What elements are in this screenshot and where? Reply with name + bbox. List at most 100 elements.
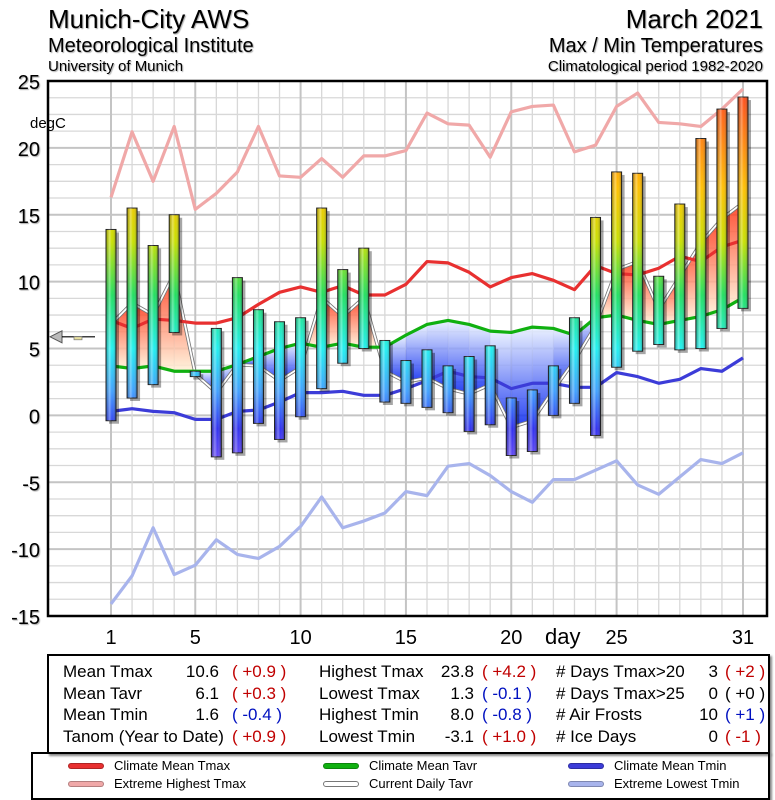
daily-bar-day-21 <box>526 389 541 455</box>
stat-anomaly: ( -0.8 ) <box>482 705 533 724</box>
y-tick-label: 5 <box>29 340 40 362</box>
bar-shine <box>569 317 580 404</box>
daily-bar-day-25 <box>611 171 625 371</box>
bar-shine <box>653 276 664 345</box>
legend-label: Climate Mean Tmin <box>614 758 727 773</box>
legend: Climate Mean Tmax Extreme Highest Tmax Cli… <box>31 752 770 800</box>
stat-anomaly: ( +2 ) <box>725 662 766 681</box>
bar-shine <box>316 208 327 389</box>
bar-shine <box>127 208 138 398</box>
bar-shine <box>527 389 538 452</box>
daily-bar-day-7 <box>231 277 246 456</box>
bar-shine <box>422 349 432 408</box>
daily-bar-day-14 <box>379 339 393 405</box>
stat-anomaly: ( +1 ) <box>725 705 766 724</box>
legend-swatch-icon <box>68 762 104 769</box>
stat-anomaly: ( +4.2 ) <box>482 662 537 681</box>
stat-anomaly: ( +0 ) <box>725 683 766 703</box>
bar-shine <box>716 109 727 329</box>
daily-bar-day-28 <box>674 203 688 353</box>
marker-arrowhead-icon <box>48 329 63 344</box>
bar-shine <box>400 360 411 404</box>
legend-swatch-icon <box>323 780 359 787</box>
legend-swatch-icon <box>323 762 359 769</box>
bar-shine <box>443 365 454 413</box>
daily-bar-day-4 <box>168 214 183 336</box>
legend-item: Extreme Highest Tmax <box>68 776 246 791</box>
marker-box <box>73 336 83 341</box>
stat-label: Tanom (Year to Date) <box>63 726 224 746</box>
stat-anomaly: ( -1 ) <box>725 726 761 746</box>
x-tick-label: 20 <box>500 627 522 649</box>
daily-bar-day-30 <box>716 108 730 332</box>
y-tick-label: 20 <box>18 139 40 161</box>
bar-shine <box>548 365 559 416</box>
daily-bar-day-16 <box>421 349 435 411</box>
daily-bar-day-3 <box>147 245 162 388</box>
stat-anomaly: ( +0.9 ) <box>232 662 287 681</box>
legend-label: Extreme Lowest Tmin <box>614 776 740 791</box>
stat-value: 10.6 <box>185 662 219 681</box>
stat-anomaly: ( -0.1 ) <box>482 683 533 703</box>
x-tick-label: 5 <box>190 627 201 649</box>
stat-label: Highest Tmin <box>319 705 419 724</box>
daily-bar-day-11 <box>316 207 330 392</box>
stat-label: # Days Tmax>20 <box>556 662 685 681</box>
y-tick-label: -15 <box>11 607 40 629</box>
stat-label: # Air Frosts <box>556 705 642 724</box>
y-tick-label: -5 <box>22 473 40 495</box>
daily-bar-day-2 <box>126 207 141 401</box>
month-title: March 2021 <box>625 4 763 34</box>
daily-bar-day-6 <box>210 327 225 460</box>
chart-subtitle: Max / Min Temperatures <box>548 35 763 57</box>
plot-frame <box>46 79 769 618</box>
legend-item: Extreme Lowest Tmin <box>568 776 739 791</box>
daily-bar-day-13 <box>358 247 372 352</box>
legend-label: Current Daily Tavr <box>369 776 473 791</box>
bar-shine <box>506 397 517 456</box>
daily-bar-day-5 <box>189 370 204 380</box>
bar-shine <box>590 217 601 436</box>
statistics-panel: Mean Tmax 10.6 ( +0.9 ) Mean Tavr 6.1 ( +0.3 … <box>47 654 770 754</box>
x-axis-label: day <box>545 624 580 649</box>
bar-shine <box>274 321 285 440</box>
legend-swatch-icon <box>68 780 104 787</box>
bar-shine <box>358 248 369 349</box>
stat-label: Mean Tavr <box>63 683 143 703</box>
y-tick-label: 10 <box>18 273 40 295</box>
stat-label: Highest Tmax <box>319 662 424 681</box>
bar-shine <box>295 317 306 417</box>
stat-value: 3 <box>708 662 718 681</box>
monthly-mean-marker <box>48 329 95 344</box>
daily-bar-day-9 <box>274 321 288 443</box>
bar-shine <box>485 345 496 425</box>
stat-value: 8.0 <box>450 705 474 724</box>
stat-value: 1.3 <box>450 683 474 703</box>
daily-bar-day-20 <box>505 397 520 459</box>
y-tick-label: -10 <box>11 540 40 562</box>
legend-label: Climate Mean Tmax <box>114 758 231 773</box>
bar-shine <box>232 277 243 453</box>
x-tick-label: 25 <box>605 627 627 649</box>
daily-bar-day-8 <box>252 309 267 427</box>
bar-shine <box>253 309 264 424</box>
stat-value: -3.1 <box>444 726 474 746</box>
bar-shine <box>379 340 390 402</box>
bar-shine <box>337 269 348 364</box>
institute-title: Meteorological Institute <box>48 35 254 57</box>
bar-shine <box>211 328 222 457</box>
stat-label: Lowest Tmin <box>319 726 416 746</box>
stat-label: # Days Tmax>25 <box>556 683 685 703</box>
daily-bar-day-10 <box>295 317 309 420</box>
stat-anomaly: ( -0.4 ) <box>232 705 283 724</box>
stat-anomaly: ( +0.9 ) <box>232 726 287 746</box>
bar-shine <box>169 214 180 333</box>
legend-swatch-icon <box>568 780 604 787</box>
x-tick-label: 15 <box>395 627 417 649</box>
legend-item: Climate Mean Tmax <box>68 758 230 773</box>
stat-label: # Ice Days <box>556 726 637 746</box>
stat-label: Lowest Tmax <box>319 683 420 703</box>
daily-bar-day-27 <box>653 275 667 348</box>
daily-bar-day-18 <box>463 356 478 435</box>
